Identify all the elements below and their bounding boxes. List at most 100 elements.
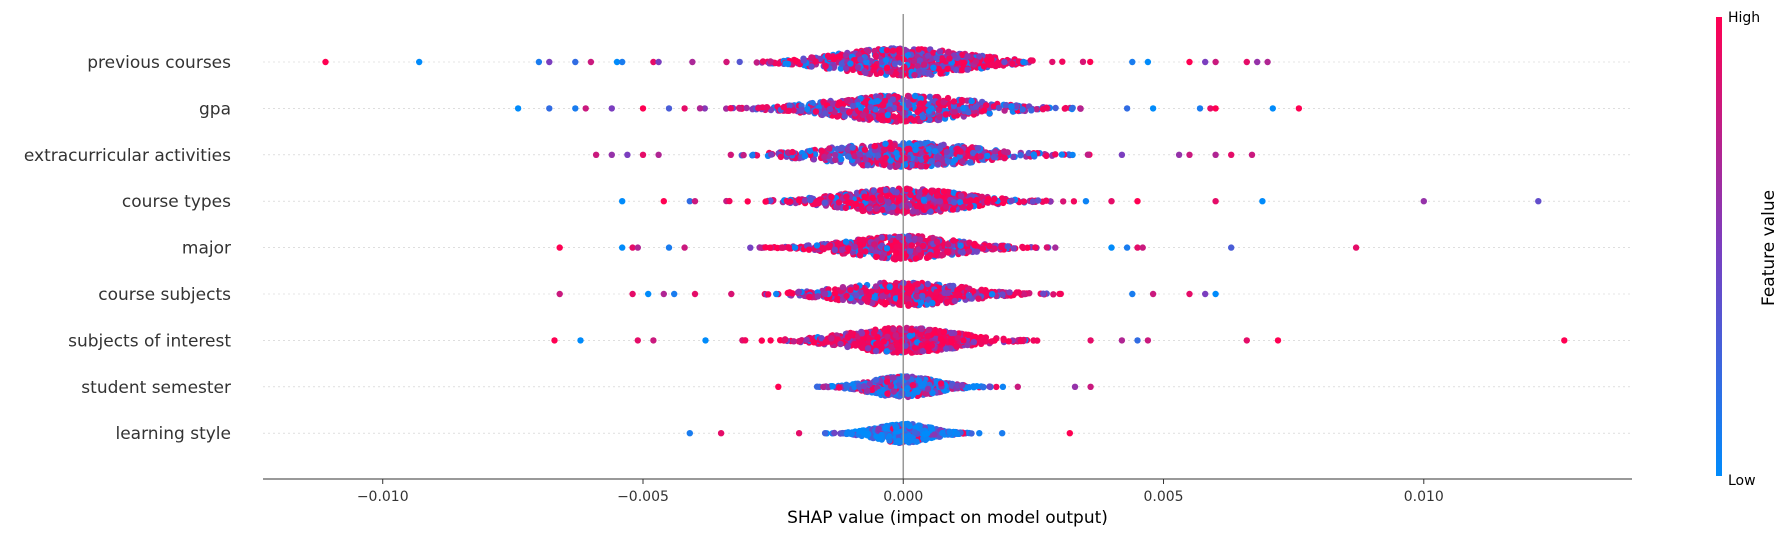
shap-point — [896, 105, 903, 112]
shap-point — [619, 198, 626, 205]
shap-point — [986, 242, 993, 250]
shap-point — [864, 162, 871, 169]
shap-point — [972, 58, 980, 65]
shap-point — [944, 65, 951, 73]
shap-point — [858, 330, 866, 337]
shap-point — [551, 337, 558, 344]
shap-point — [965, 331, 972, 338]
shap-point — [876, 389, 883, 396]
shap-point — [937, 297, 944, 304]
shap-point — [940, 338, 947, 346]
shap-point — [905, 233, 912, 240]
shap-point — [920, 61, 928, 68]
shap-point — [813, 242, 821, 249]
shap-point — [944, 241, 952, 248]
shap-point — [924, 343, 931, 351]
shap-point — [920, 196, 928, 203]
shap-point — [862, 248, 869, 255]
shap-point — [804, 105, 811, 113]
shap-point — [950, 237, 957, 244]
shap-point — [822, 62, 829, 70]
shap-point — [971, 334, 978, 341]
shap-point — [871, 142, 878, 150]
shap-point — [969, 288, 977, 295]
shap-point — [999, 383, 1007, 390]
shap-point — [837, 145, 844, 152]
shap-point — [1034, 337, 1041, 344]
shap-point — [655, 58, 662, 66]
shap-point — [915, 202, 922, 209]
shap-point — [859, 236, 867, 243]
shap-point — [951, 108, 958, 115]
shap-point — [883, 378, 891, 385]
shap-point — [826, 242, 834, 249]
shap-point — [1050, 291, 1057, 298]
shap-point — [782, 60, 789, 67]
shap-point — [1052, 104, 1059, 112]
shap-point — [1069, 151, 1076, 159]
shap-point — [879, 293, 886, 300]
shap-point — [801, 152, 809, 160]
shap-point — [958, 382, 966, 389]
shap-point — [1004, 243, 1011, 250]
shap-point — [665, 105, 673, 112]
shap-point — [935, 161, 942, 168]
shap-point — [1123, 105, 1131, 112]
shap-point — [726, 197, 733, 205]
shap-point — [886, 283, 893, 290]
shap-point — [774, 244, 781, 252]
shap-point — [927, 208, 934, 215]
shap-point — [933, 238, 941, 246]
shap-point — [980, 383, 987, 391]
shap-point — [964, 341, 971, 349]
shap-point — [743, 104, 750, 112]
shap-point — [1020, 290, 1028, 298]
shap-point — [911, 344, 919, 351]
shap-point — [910, 389, 918, 397]
shap-point — [885, 199, 892, 206]
shap-point — [929, 389, 936, 397]
shap-point — [890, 255, 897, 262]
shap-point — [821, 290, 829, 298]
shap-point — [1029, 198, 1036, 205]
shap-point — [914, 280, 921, 288]
shap-point — [948, 329, 955, 337]
shap-point — [572, 58, 579, 66]
shap-point — [915, 46, 922, 53]
shap-point — [870, 187, 878, 194]
shap-point — [888, 343, 895, 350]
shap-point — [1212, 58, 1219, 66]
shap-point — [842, 65, 850, 72]
shap-point — [762, 244, 769, 251]
shap-point — [608, 105, 615, 112]
shap-point — [701, 105, 708, 112]
shap-point — [1196, 105, 1204, 112]
shap-point — [872, 347, 880, 355]
shap-point — [873, 253, 880, 261]
shap-point — [1017, 152, 1024, 159]
shap-point — [1034, 197, 1042, 204]
shap-point — [909, 208, 917, 215]
shap-point — [1269, 105, 1277, 112]
shap-point — [1108, 198, 1115, 205]
shap-point — [940, 188, 948, 195]
shap-point — [671, 290, 678, 298]
shap-point — [880, 161, 888, 169]
shap-point — [857, 56, 864, 63]
shap-point — [884, 390, 891, 397]
shap-point — [535, 58, 543, 66]
shap-point — [923, 203, 931, 210]
shap-point — [875, 114, 883, 122]
shap-point — [1020, 198, 1028, 205]
shap-point — [901, 63, 908, 71]
shap-point — [1274, 337, 1282, 344]
shap-point — [753, 152, 761, 159]
shap-point — [818, 335, 825, 342]
shap-point — [836, 53, 843, 60]
shap-point — [820, 383, 827, 391]
shap-point — [970, 149, 977, 157]
shap-point — [879, 46, 886, 54]
shap-point — [821, 199, 828, 206]
shap-point — [1079, 58, 1087, 65]
shap-point — [844, 343, 851, 350]
